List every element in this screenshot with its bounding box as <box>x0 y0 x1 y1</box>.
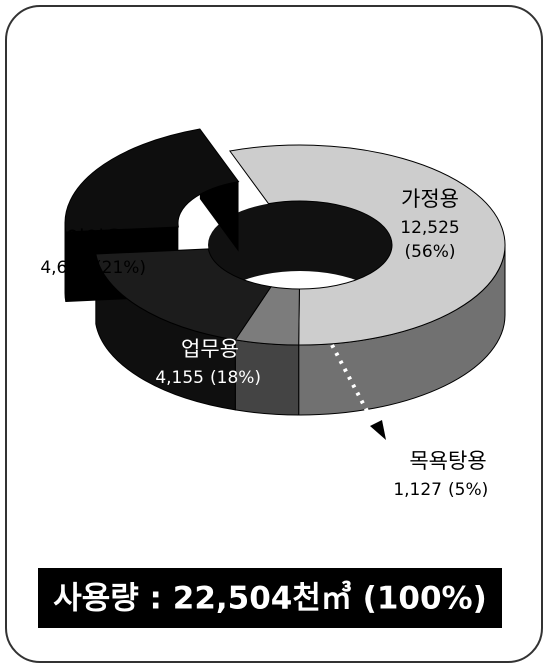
category-label: 목욕탕용 <box>409 449 486 473</box>
percent-label: (56%) <box>404 242 455 262</box>
value-label: 1,127 <box>393 480 442 500</box>
hole-wall <box>208 201 392 289</box>
leader-line <box>330 344 378 429</box>
percent-label: (18%) <box>210 368 261 388</box>
value-label: 4,697 <box>40 258 89 278</box>
slice <box>64 128 240 233</box>
chart-title: 사용량 : 22,504천㎥ (100%) <box>53 581 487 617</box>
category-label: 가정용 <box>401 187 459 211</box>
labels: 가정용 12,525 (56%) 목욕탕용 1,127 (5%) 업무용 4,155 (18%)… <box>40 187 488 500</box>
pie <box>64 128 506 416</box>
title-box <box>38 568 502 628</box>
category-label: 업무용 <box>181 337 239 361</box>
category-label: 영업용 <box>66 227 124 251</box>
slice <box>229 144 506 346</box>
value-label: 12,525 <box>400 218 459 238</box>
leader-arrow <box>370 420 386 440</box>
percent-label: (21%) <box>95 258 146 278</box>
slice <box>95 248 272 341</box>
percent-label: (5%) <box>448 480 488 500</box>
value-label: 4,155 <box>155 368 204 388</box>
